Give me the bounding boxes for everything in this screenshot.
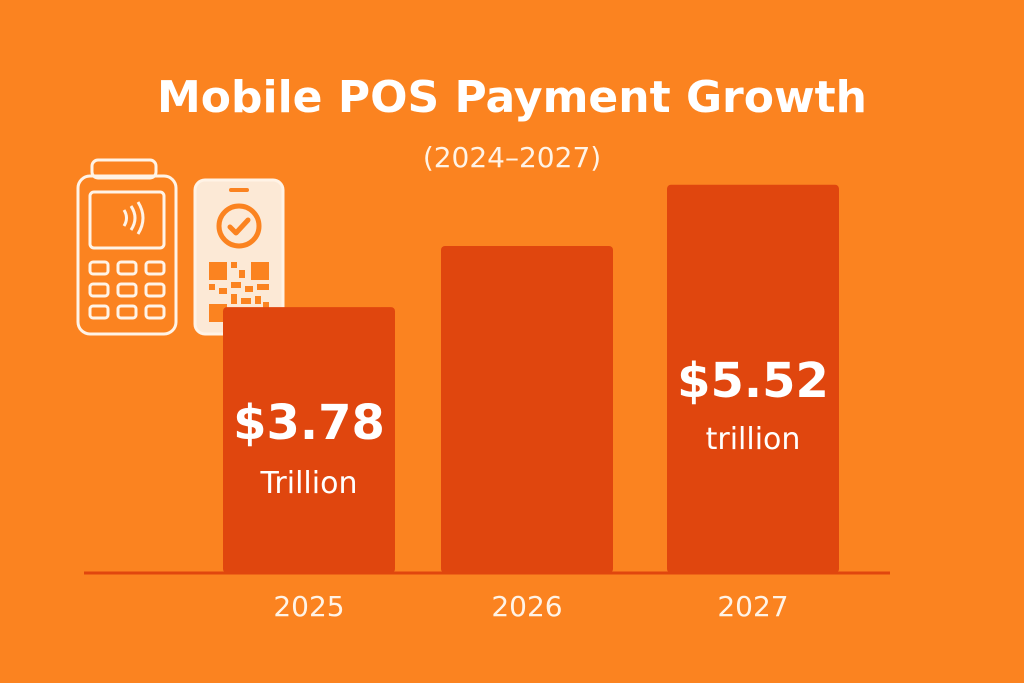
x-tick-label: 2026 (491, 590, 562, 623)
bar-2026 (441, 245, 613, 573)
card-terminal-icon (76, 158, 178, 336)
qr-phone-icon (193, 178, 285, 336)
bar-unit-label: trillion (706, 422, 801, 457)
x-tick-label: 2025 (273, 590, 344, 623)
chart-title: Mobile POS Payment Growth (157, 72, 867, 123)
bar-2025 (223, 307, 395, 573)
chart-subtitle: (2024–2027) (422, 141, 602, 174)
bar-value-label: $3.78 (233, 395, 385, 451)
bar-unit-label: Trillion (260, 466, 358, 501)
bar-2027 (667, 184, 839, 573)
x-tick-label: 2027 (717, 590, 788, 623)
bar-value-label: $5.52 (677, 353, 829, 409)
